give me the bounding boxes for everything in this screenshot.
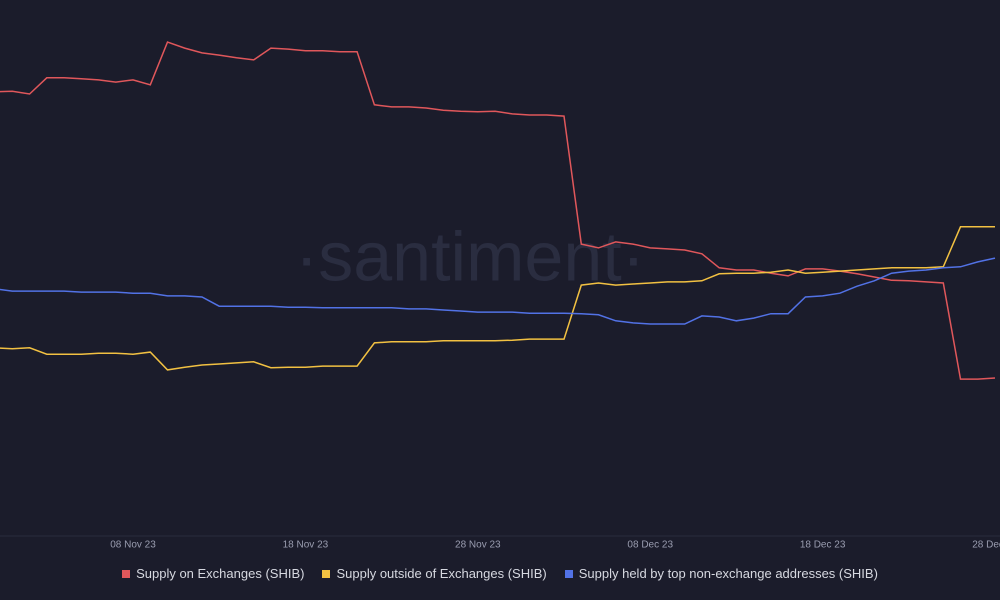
series-line <box>0 226 995 371</box>
legend-item[interactable]: Supply held by top non-exchange addresse… <box>564 566 878 581</box>
x-tick-label: 18 Nov 23 <box>283 540 329 551</box>
x-tick-label: 28 Dec 23 <box>972 540 1000 551</box>
legend-label: Supply outside of Exchanges (SHIB) <box>336 566 547 581</box>
series-line <box>0 257 996 325</box>
legend-item[interactable]: Supply outside of Exchanges (SHIB) <box>322 566 547 581</box>
legend-label: Supply on Exchanges (SHIB) <box>136 566 305 581</box>
x-tick-label: 08 Dec 23 <box>627 540 673 551</box>
legend-swatch <box>564 569 573 578</box>
legend-label: Supply held by top non-exchange addresse… <box>578 566 878 581</box>
x-tick-label: 18 Dec 23 <box>800 540 846 551</box>
series-line <box>0 41 996 380</box>
legend: Supply on Exchanges (SHIB) Supply outside… <box>0 566 1000 581</box>
legend-swatch <box>122 569 131 578</box>
legend-item[interactable]: Supply on Exchanges (SHIB) <box>122 566 304 581</box>
legend-swatch <box>322 569 331 578</box>
x-tick-label: 08 Nov 23 <box>110 540 156 551</box>
watermark: ·santiment· <box>295 217 645 295</box>
chart: ·santiment· 08 Nov 23 18 Nov 23 28 Nov 23 0… <box>0 41 1000 551</box>
x-tick-label: 28 Nov 23 <box>455 540 501 551</box>
